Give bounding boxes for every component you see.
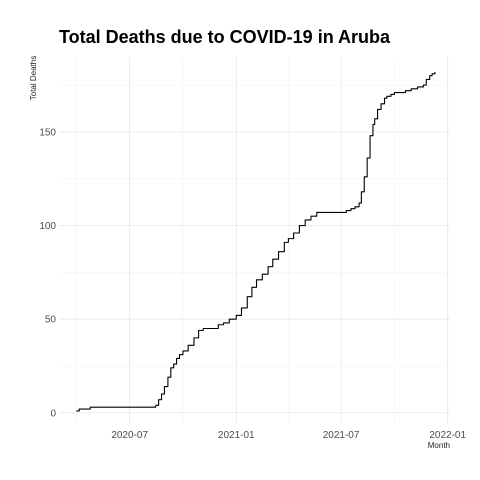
x-axis-title: Month — [428, 441, 450, 450]
y-axis-title: Total Deaths — [29, 56, 38, 100]
y-tick-label: 50 — [45, 315, 57, 326]
x-tick-label: 2021-01 — [218, 430, 255, 441]
y-tick-label: 100 — [39, 221, 56, 232]
chart-title: Total Deaths due to COVID-19 in Aruba — [59, 27, 391, 47]
x-tick-label: 2020-07 — [111, 430, 148, 441]
series-line-total-deaths — [76, 71, 436, 412]
y-tick-label: 150 — [39, 127, 56, 138]
y-tick-label: 0 — [50, 408, 56, 419]
x-axis: 2020-07 2021-01 2021-07 2022-01 — [111, 430, 466, 441]
series-layer — [76, 71, 436, 412]
y-axis: 0 50 100 150 — [39, 127, 56, 419]
x-tick-label: 2022-01 — [429, 430, 466, 441]
grid — [59, 57, 450, 424]
x-tick-label: 2021-07 — [323, 430, 360, 441]
